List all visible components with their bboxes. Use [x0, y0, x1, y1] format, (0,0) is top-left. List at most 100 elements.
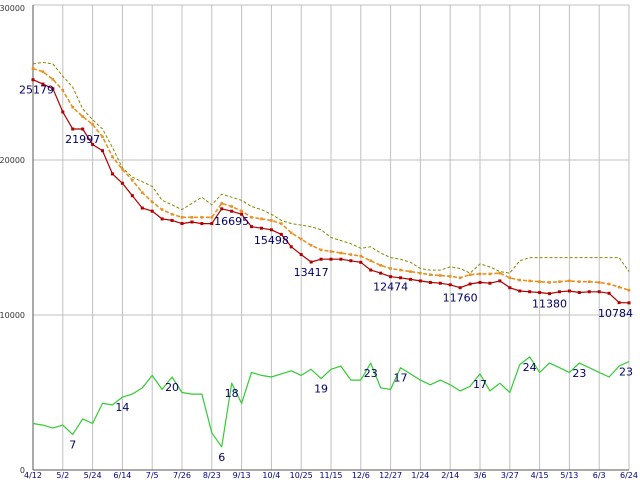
data-point-main: [458, 286, 462, 290]
rank-label: 17: [473, 378, 487, 391]
data-point-main: [160, 217, 164, 221]
data-point-main: [319, 257, 323, 261]
data-point-main: [299, 253, 303, 257]
data-point-average: [51, 78, 55, 81]
data-point-main: [309, 260, 313, 264]
series-line-rank: [32, 356, 630, 448]
data-point-main: [438, 281, 442, 285]
data-point-average: [369, 259, 373, 263]
data-point-main: [408, 277, 412, 281]
data-point-average: [597, 281, 601, 284]
data-point-average: [41, 70, 45, 73]
data-point-main: [101, 149, 105, 153]
data-point-average: [538, 280, 541, 283]
data-point-average: [429, 273, 432, 276]
data-point-average: [359, 254, 363, 258]
data-point-main: [557, 290, 561, 294]
x-tick-label: 7/26: [173, 471, 191, 480]
data-point-average: [170, 212, 174, 216]
y-tick-label: 0: [20, 466, 25, 475]
data-point-main: [369, 268, 373, 272]
data-point-average: [349, 253, 353, 256]
data-point-main: [110, 172, 114, 176]
data-point-average: [180, 216, 184, 219]
data-point-average: [419, 271, 422, 275]
data-point-main: [508, 286, 512, 290]
series-line-upper: [32, 61, 630, 274]
value-label: 15498: [254, 234, 289, 247]
data-point-average: [518, 278, 522, 282]
data-point-main: [488, 281, 492, 285]
data-point-average: [91, 123, 94, 126]
rank-label: 6: [218, 451, 225, 464]
rank-label: 24: [523, 361, 537, 374]
data-point-average: [498, 271, 502, 275]
data-point-average: [339, 251, 343, 255]
series-group: [31, 61, 631, 448]
data-point-average: [200, 216, 204, 219]
rank-label: 23: [572, 367, 586, 380]
data-point-average: [150, 200, 154, 204]
data-point-main: [170, 218, 174, 222]
data-point-average: [160, 208, 164, 211]
x-tick-label: 9/13: [233, 471, 251, 480]
data-point-main: [230, 209, 234, 213]
data-point-average: [558, 280, 561, 283]
x-tick-label: 6/24: [620, 471, 638, 480]
rank-label: 20: [165, 381, 179, 394]
data-point-average: [31, 67, 35, 70]
data-point-main: [617, 301, 621, 305]
data-point-main: [81, 127, 85, 131]
data-point-average: [478, 272, 482, 276]
rank-label: 23: [619, 366, 633, 379]
data-point-average: [81, 115, 84, 118]
value-label: 16695: [214, 215, 249, 228]
data-point-average: [101, 135, 104, 139]
data-point-average: [379, 264, 382, 267]
data-point-average: [587, 280, 591, 283]
data-point-average: [280, 222, 283, 225]
data-point-average: [220, 202, 224, 205]
x-tick-label: 6/14: [113, 471, 131, 480]
data-point-average: [140, 191, 144, 194]
data-point-main: [259, 226, 263, 230]
x-tick-label: 3/6: [474, 471, 487, 480]
data-point-main: [31, 78, 35, 82]
rank-label: 19: [314, 383, 328, 396]
data-point-main: [577, 291, 581, 295]
data-point-average: [458, 276, 462, 280]
data-point-main: [61, 110, 65, 114]
data-point-main: [220, 207, 224, 211]
data-point-main: [289, 245, 293, 249]
x-tick-label: 12/27: [379, 471, 402, 480]
data-point-average: [61, 88, 65, 92]
data-point-average: [468, 273, 472, 276]
data-point-average: [528, 279, 531, 283]
data-point-average: [568, 279, 571, 283]
data-point-main: [468, 282, 472, 286]
data-point-average: [438, 274, 442, 277]
data-point-main: [240, 212, 244, 216]
data-point-main: [528, 290, 532, 294]
data-point-main: [250, 225, 254, 229]
data-point-average: [299, 237, 303, 241]
data-point-average: [448, 274, 452, 278]
data-point-main: [597, 290, 601, 294]
data-point-average: [319, 248, 323, 252]
data-point-average: [578, 280, 581, 283]
data-point-main: [607, 291, 611, 295]
value-label: 10784: [598, 307, 633, 320]
x-tick-label: 5/13: [560, 471, 578, 480]
y-tick-label: 20000: [0, 156, 25, 165]
data-point-main: [478, 280, 482, 284]
data-point-average: [329, 250, 333, 253]
x-tick-label: 4/15: [531, 471, 549, 480]
data-labels: 25179 21997 16695 15498 13417 12474 11760 11380…: [19, 84, 633, 464]
x-tick-label: 5/2: [56, 471, 69, 480]
x-tick-label: 10/25: [290, 471, 313, 480]
data-point-average: [409, 270, 412, 273]
data-point-average: [270, 219, 273, 222]
rank-label: 14: [115, 401, 129, 414]
x-tick-label: 8/23: [203, 471, 221, 480]
